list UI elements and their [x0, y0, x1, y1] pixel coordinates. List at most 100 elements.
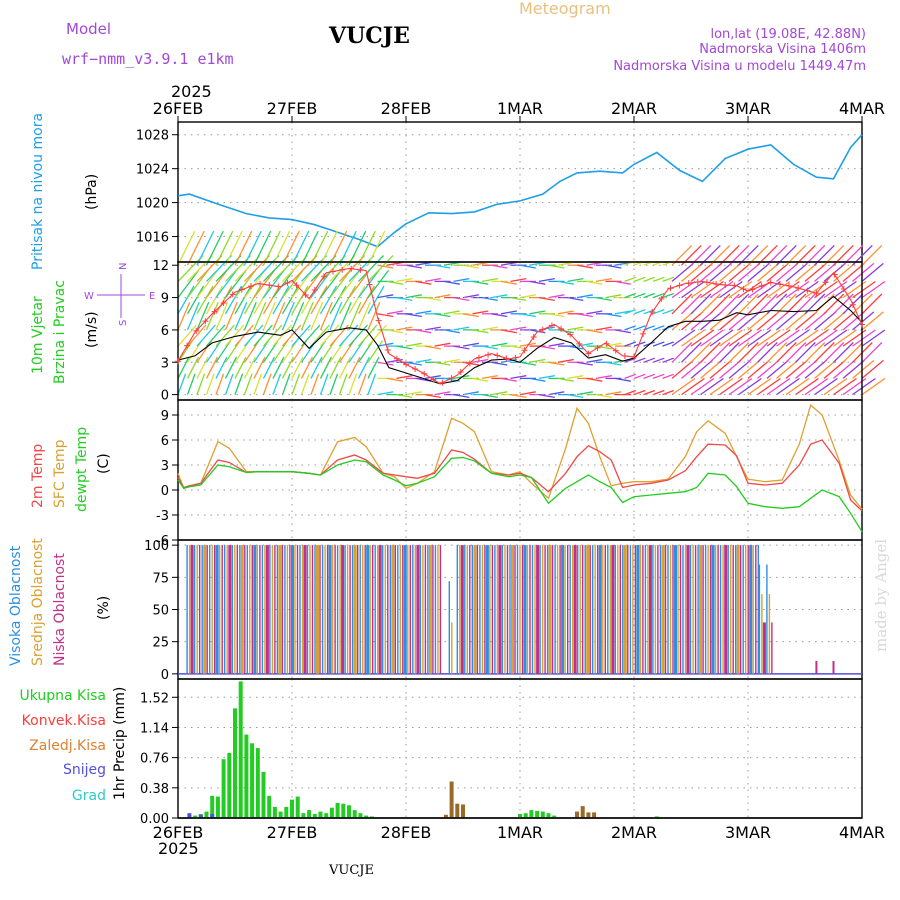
wind-arrow [662, 276, 675, 283]
wind-arrow [234, 302, 248, 331]
cloud-bar [215, 545, 219, 674]
cloud-bar [577, 545, 579, 674]
wind-arrow [225, 255, 251, 282]
wind-gust-marker [439, 379, 446, 386]
wind-arrow [833, 359, 856, 379]
wind-gust-marker [403, 361, 409, 368]
cloud-bar [378, 545, 382, 674]
wind-arrow [804, 311, 827, 331]
wind-arrow [443, 358, 460, 363]
wind-arrow [766, 262, 789, 282]
cloud-bar [344, 545, 346, 674]
wind-arrow [605, 342, 622, 347]
precip-bar [364, 815, 369, 818]
wind-arrow [262, 302, 276, 331]
cloud-ytick-label: 75 [152, 571, 169, 586]
wind-arrow [757, 377, 781, 396]
time-tick-label-bottom: 28FEB [381, 823, 432, 842]
wind-arrow [757, 311, 780, 331]
cloud-bar [249, 545, 251, 674]
wind-arrow [833, 329, 857, 347]
wind-ytick-label: 0 [161, 389, 169, 404]
wind-gust-marker [859, 321, 865, 328]
wind-arrow [434, 342, 451, 347]
wind-arrow [662, 308, 675, 315]
wind-arrow [823, 280, 848, 299]
wind-arrow [225, 324, 245, 347]
wind-arrow [757, 342, 778, 363]
wind-gust-marker [357, 266, 364, 273]
temp-ytick-label: 9 [161, 409, 169, 424]
wind-arrow [709, 280, 734, 299]
precip-bar [523, 813, 528, 818]
wind-arrow [757, 293, 778, 315]
cloud-bar [832, 661, 835, 674]
wind-arrow [443, 329, 460, 334]
wind-arrow [776, 342, 797, 363]
wind-arrow [357, 285, 376, 315]
cloud-bar [652, 545, 654, 674]
wind-gust-marker [348, 265, 355, 272]
precip-bar [529, 810, 534, 818]
cloud-ylabel-mid: Srednja Oblacnost [30, 538, 46, 666]
precip-bar [187, 813, 192, 818]
wind-gust-marker [621, 353, 628, 360]
cloud-bar [479, 545, 481, 674]
wind-arrow [738, 329, 762, 347]
wind-arrow [700, 293, 721, 315]
wind-arrow [747, 311, 770, 331]
wind-arrow [643, 276, 656, 283]
wind-arrow [186, 356, 199, 379]
wind-arrow [624, 276, 637, 283]
cloud-bar [735, 545, 737, 674]
wind-arrow [319, 340, 336, 363]
wind-arrow [234, 340, 251, 363]
wind-gust-marker [384, 346, 391, 353]
cloud-bar [614, 545, 616, 674]
temperature-panel: -6 -3 0 3 6 9 [156, 399, 863, 549]
wind-arrow [738, 342, 759, 363]
wind-arrow [177, 255, 204, 282]
cloud-bar [636, 545, 640, 674]
precip-bar [193, 815, 198, 818]
wind-arrow [861, 280, 886, 299]
wind-arrow [624, 325, 637, 331]
wind-arrow [291, 255, 318, 282]
wind-arrow [253, 285, 271, 315]
wind-arrow [262, 270, 285, 298]
cloud-bar [623, 545, 627, 674]
wind-arrow [576, 294, 593, 299]
cloud-panel: 0 25 50 75 100 [144, 539, 863, 683]
wind-arrow [272, 340, 289, 363]
wind-arrow [567, 375, 584, 380]
time-tick-label-bottom: 26FEB [153, 823, 204, 842]
wind-arrow [795, 342, 816, 363]
precip-bar [586, 812, 591, 818]
wind-arrow [491, 361, 508, 366]
cloud-bar [516, 545, 519, 674]
precip-bar [535, 810, 540, 818]
wind-arrow [415, 261, 432, 266]
wind-arrow [196, 356, 209, 379]
wind-arrow [510, 296, 527, 302]
wind-arrow [338, 230, 357, 266]
wind-arrow [538, 345, 555, 350]
cloud-bar [403, 545, 407, 674]
wind-arrow [367, 230, 386, 266]
wind-arrow [538, 296, 555, 302]
time-tick-label-top: 27FEB [267, 99, 318, 118]
cloud-bar [473, 545, 477, 674]
wind-gust-marker [184, 342, 191, 349]
wind-gust-marker [220, 299, 227, 306]
wind-arrow [814, 359, 837, 379]
wind-arrow [434, 313, 451, 318]
wind-gust-marker [421, 370, 428, 377]
wind-gust-marker [603, 340, 610, 347]
precip-bar [335, 802, 340, 818]
cloud-bar [234, 545, 236, 674]
wind-arrow [272, 270, 295, 298]
wind-arrow [624, 292, 637, 299]
wind-arrow [662, 373, 675, 380]
cloud-bar [399, 545, 401, 674]
wind-arrow [291, 270, 314, 298]
